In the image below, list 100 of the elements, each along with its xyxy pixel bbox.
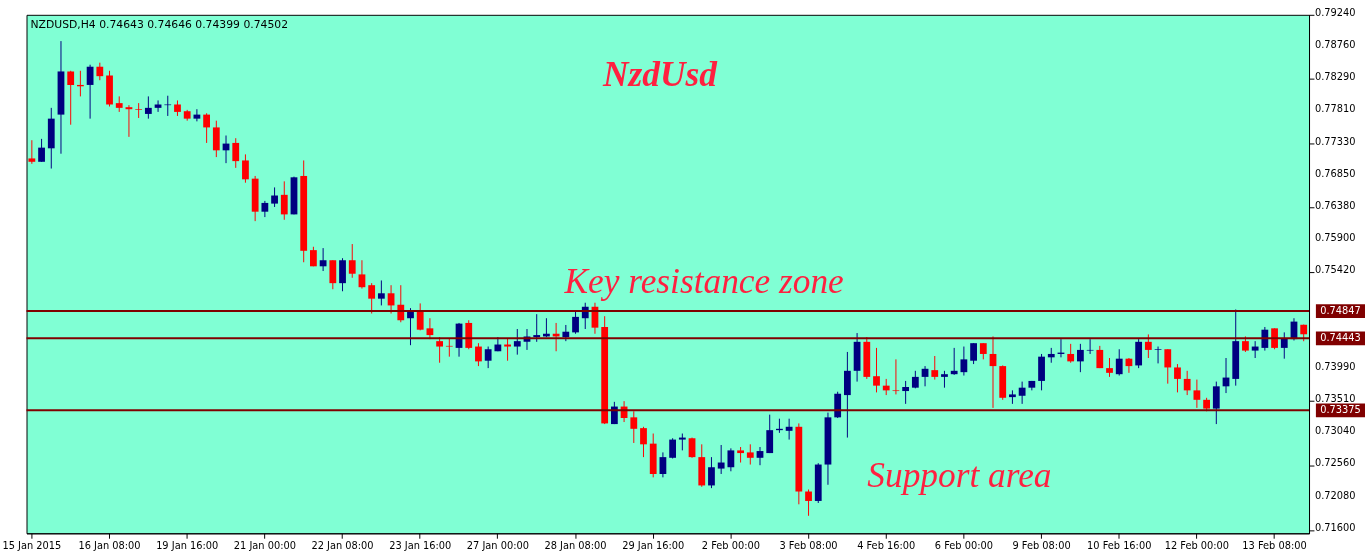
candlestick xyxy=(232,137,240,169)
candlestick xyxy=(708,456,715,489)
candlestick xyxy=(1106,357,1113,378)
candlestick xyxy=(1164,348,1172,385)
candlestick xyxy=(756,446,764,466)
candlestick xyxy=(242,153,249,184)
candlestick xyxy=(280,180,288,221)
x-tick-label: 6 Feb 00:00 xyxy=(934,539,993,551)
candlestick xyxy=(416,302,424,331)
x-tick-label: 27 Jan 00:00 xyxy=(466,539,529,551)
y-tick-label: 0.78760 xyxy=(1314,39,1356,51)
candlestick xyxy=(445,337,453,358)
candlestick xyxy=(1076,343,1084,373)
x-tick-label: 22 Jan 08:00 xyxy=(311,539,374,551)
x-tick-label: 4 Feb 16:00 xyxy=(857,539,916,551)
annotation: Key resistance zone xyxy=(563,260,844,301)
candlestick xyxy=(1144,333,1152,359)
x-tick-label: 2 Feb 00:00 xyxy=(701,539,760,551)
candlestick xyxy=(873,347,880,393)
y-tick-label: 0.78290 xyxy=(1314,70,1356,82)
candlestick xyxy=(319,247,327,272)
candlestick xyxy=(368,282,376,314)
candlestick xyxy=(1018,381,1026,405)
candlestick xyxy=(1280,331,1288,360)
candlestick xyxy=(1174,363,1181,393)
candlestick xyxy=(834,391,842,419)
ref-line-label: 0.74847 xyxy=(1320,304,1361,316)
y-tick-label: 0.75900 xyxy=(1314,231,1356,243)
candlestick xyxy=(475,342,482,367)
candlestick xyxy=(1154,346,1162,364)
y-tick-label: 0.76380 xyxy=(1314,199,1356,211)
candlestick xyxy=(38,138,45,163)
candlestick xyxy=(1086,338,1094,355)
candlestick xyxy=(203,112,211,144)
x-tick-label: 3 Feb 08:00 xyxy=(779,539,838,551)
candlestick xyxy=(902,380,910,405)
candlestick xyxy=(766,414,774,454)
candlestick xyxy=(377,279,385,306)
annotation: NZDUSD,H4 0.74643 0.74646 0.74399 0.74502 xyxy=(30,17,289,31)
candlestick xyxy=(135,102,143,119)
candlestick xyxy=(1183,370,1191,396)
y-tick-label: 0.73510 xyxy=(1314,393,1356,405)
candlestick xyxy=(339,257,346,292)
candlestick xyxy=(271,186,278,208)
x-tick-label: 10 Feb 16:00 xyxy=(1087,539,1152,551)
candlestick xyxy=(1067,343,1075,364)
candlestick xyxy=(931,355,939,381)
x-tick-label: 23 Jan 16:00 xyxy=(389,539,452,551)
y-tick-label: 0.77330 xyxy=(1314,135,1356,147)
y-tick-label: 0.79240 xyxy=(1314,6,1356,18)
annotation: Support area xyxy=(867,455,1052,496)
x-tick-label: 19 Jan 16:00 xyxy=(156,539,219,551)
candlestick xyxy=(513,328,521,356)
y-tick-label: 0.71600 xyxy=(1314,521,1356,533)
candlestick xyxy=(1212,381,1220,425)
candlestick xyxy=(746,443,754,466)
candlestick xyxy=(717,444,725,475)
candlestick xyxy=(785,418,793,441)
candlestick xyxy=(436,336,444,364)
candlestick xyxy=(572,310,579,335)
ref-line-label: 0.74443 xyxy=(1320,332,1361,344)
candlestick xyxy=(630,410,638,444)
candlestick xyxy=(892,358,900,395)
text: NzdUsd xyxy=(601,54,719,95)
candlestick xyxy=(329,259,337,290)
x-tick-label: 28 Jan 08:00 xyxy=(544,539,607,551)
candlestick xyxy=(1135,338,1143,369)
y-tick-label: 0.75420 xyxy=(1314,264,1356,276)
candlestick xyxy=(164,95,172,117)
candlestick xyxy=(28,139,36,165)
x-tick-label: 16 Jan 08:00 xyxy=(78,539,141,551)
candlestick xyxy=(144,95,152,120)
y-tick-label: 0.73990 xyxy=(1314,360,1356,372)
candlestick xyxy=(348,243,356,279)
x-tick-label: 21 Jan 00:00 xyxy=(233,539,296,551)
y-tick-label: 0.72080 xyxy=(1314,489,1356,501)
candlestick xyxy=(1115,348,1123,377)
x-tick-label: 13 Feb 08:00 xyxy=(1242,539,1307,551)
y-tick-label: 0.77810 xyxy=(1314,103,1356,115)
x-tick-label: 12 Feb 00:00 xyxy=(1164,539,1230,551)
candlestick xyxy=(358,259,366,290)
ref-line-label: 0.73375 xyxy=(1320,404,1361,416)
y-tick-label: 0.73040 xyxy=(1314,424,1356,436)
x-tick-label: 15 Jan 2015 xyxy=(2,539,62,551)
y-tick-label: 0.72560 xyxy=(1314,457,1356,469)
candlestick xyxy=(484,346,492,369)
candlestick xyxy=(970,342,977,365)
candlestick xyxy=(1193,379,1201,409)
candlestick xyxy=(67,70,75,126)
candlestick xyxy=(504,337,511,362)
candlestick xyxy=(727,447,735,472)
candlestick xyxy=(805,489,812,517)
x-tick-label: 29 Jan 16:00 xyxy=(622,539,685,551)
x-tick-label: 9 Feb 08:00 xyxy=(1012,539,1071,551)
candlestick xyxy=(533,313,541,343)
candlestick xyxy=(1251,340,1259,359)
candlestick xyxy=(212,120,220,158)
y-tick-label: 0.76850 xyxy=(1314,167,1356,179)
candlestick xyxy=(950,347,958,376)
candlestick xyxy=(640,426,647,458)
